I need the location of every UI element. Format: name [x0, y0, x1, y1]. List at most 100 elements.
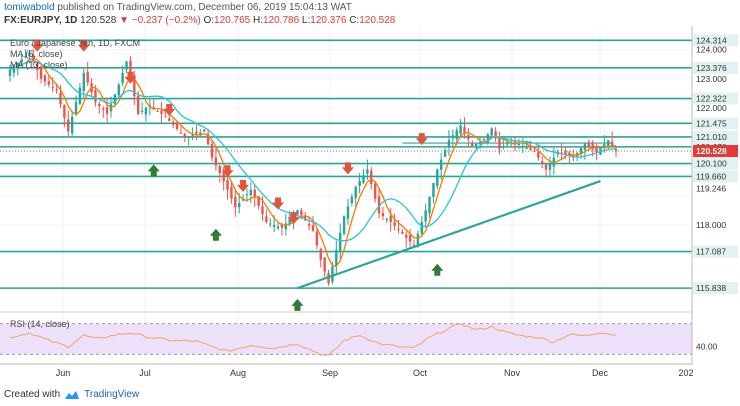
- candle-body-74: [296, 210, 299, 215]
- candle-body-0: [8, 70, 12, 76]
- candle-body-40: [164, 116, 167, 118]
- time-label-4: Oct: [413, 368, 428, 378]
- candle-body-48: [195, 131, 198, 134]
- price-label-5: 122.000: [696, 103, 727, 113]
- candle-body-19: [82, 72, 86, 91]
- candle-body-38: [156, 110, 159, 112]
- candle-body-104: [412, 244, 416, 246]
- time-label-6: Dec: [592, 368, 609, 378]
- candle-body-102: [405, 234, 408, 238]
- price-label-box-7: [693, 130, 738, 143]
- created-with-text: Created with: [4, 389, 61, 400]
- time-label-2: Aug: [230, 368, 246, 378]
- candle-body-81: [323, 257, 326, 272]
- candle-body-47: [191, 134, 194, 137]
- candle-body-76: [304, 215, 307, 221]
- tradingview-logo-icon: [65, 390, 80, 399]
- candle-body-30: [125, 61, 128, 70]
- candle-body-52: [210, 143, 214, 158]
- candle-body-63: [253, 189, 256, 198]
- close-value: 120.528: [359, 15, 396, 26]
- arrow-down-icon-8: [341, 162, 354, 175]
- published-text: published on TradingView.com, December 0…: [57, 2, 352, 13]
- chart-background: [0, 26, 692, 381]
- candle-body-34: [140, 110, 144, 112]
- candle-body-107: [424, 210, 427, 222]
- candle-body-7: [35, 63, 39, 70]
- candle-body-4: [24, 55, 27, 58]
- candle-body-147: [579, 147, 583, 154]
- footer: Created with TradingView: [4, 389, 139, 400]
- arrow-up-icon-3: [431, 263, 444, 276]
- candle-body-126: [498, 136, 501, 149]
- candle-body-46: [187, 136, 190, 138]
- candle-body-2: [16, 62, 19, 67]
- candle-body-118: [467, 134, 470, 140]
- candle-body-105: [416, 233, 420, 246]
- candle-body-20: [86, 71, 89, 83]
- price-label-4: 122.322: [696, 94, 727, 104]
- candle-body-112: [443, 149, 447, 157]
- candle-body-120: [474, 144, 478, 148]
- candle-body-101: [401, 231, 404, 234]
- price-label-7: 121.010: [696, 132, 727, 142]
- candle-body-8: [39, 66, 43, 79]
- candle-body-119: [471, 142, 474, 146]
- candle-body-114: [451, 135, 455, 139]
- open-label: O:: [203, 15, 215, 26]
- candle-body-153: [603, 144, 606, 147]
- arrow-down-icon-1: [77, 39, 90, 52]
- close-label: C:: [349, 15, 360, 26]
- candle-body-89: [354, 186, 357, 198]
- candle-body-98: [389, 215, 392, 222]
- price-label-box-13: [693, 245, 738, 258]
- price-change: −0.237 (−0.2%): [131, 15, 201, 26]
- candle-body-45: [183, 133, 187, 138]
- tradingview-brand[interactable]: TradingView: [84, 389, 140, 400]
- candle-body-85: [338, 232, 342, 251]
- symbol-label: FX:EURJPY, 1D: [4, 15, 78, 26]
- candle-body-39: [160, 110, 163, 114]
- candle-body-137: [540, 161, 544, 164]
- candle-body-82: [327, 273, 330, 284]
- time-label-1: Jul: [139, 368, 151, 378]
- arrow-down-icon-5: [237, 179, 250, 192]
- candle-body-14: [63, 105, 66, 118]
- candle-body-83: [331, 266, 334, 282]
- time-label-5: Nov: [504, 368, 521, 378]
- candle-body-127: [502, 146, 505, 147]
- candle-body-123: [486, 134, 490, 144]
- candle-body-87: [346, 206, 350, 219]
- price-label-14: 115.838: [696, 283, 726, 293]
- candle-body-12: [55, 89, 58, 91]
- open-value: 120.765: [214, 15, 251, 26]
- high-value: 120.786: [262, 15, 300, 26]
- candle-body-71: [284, 223, 288, 230]
- ma13-line: [9, 60, 617, 242]
- legend-ma5: MA (5, close): [10, 49, 63, 59]
- candle-body-57: [230, 187, 233, 199]
- author-link[interactable]: tomiwabold: [4, 2, 55, 13]
- low-value: 120.376: [310, 15, 347, 26]
- candle-body-133: [525, 147, 528, 149]
- candle-body-151: [595, 147, 598, 152]
- candle-body-43: [175, 122, 179, 130]
- candle-body-91: [362, 175, 365, 183]
- arrow-down-icon-2: [124, 71, 137, 84]
- time-label-0: Jun: [56, 368, 71, 378]
- rsi-pane: [0, 311, 692, 356]
- candle-body-79: [315, 231, 319, 246]
- candle-body-94: [373, 183, 377, 199]
- legend-title: Euro / Japanese Yen, 1D, FXCM: [10, 38, 140, 48]
- high-label: H:: [252, 15, 263, 26]
- price-label-box-2: [693, 61, 738, 74]
- candle-body-88: [350, 196, 354, 204]
- candle-body-97: [385, 219, 389, 221]
- candle-body-90: [358, 181, 361, 187]
- candle-body-61: [245, 194, 249, 196]
- last-price-badge-label: 120.528: [696, 146, 727, 156]
- candle-body-134: [529, 148, 532, 150]
- publish-info: tomiwabold published on TradingView.com,…: [4, 2, 352, 13]
- arrow-up-icon-0: [147, 164, 160, 177]
